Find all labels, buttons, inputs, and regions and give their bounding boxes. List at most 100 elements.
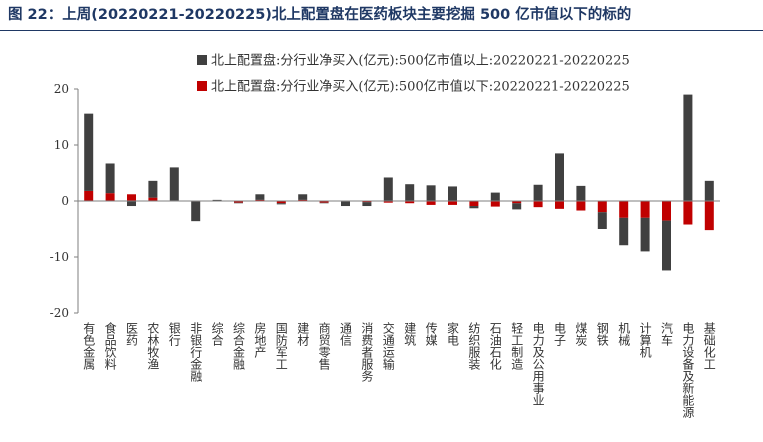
category-label: 国防军工 <box>274 322 288 370</box>
category-label: 银行 <box>167 322 181 346</box>
category-label: 钢铁 <box>595 322 609 346</box>
category-label: 医药 <box>125 322 139 346</box>
bar-below-500 <box>105 193 115 201</box>
category-label: 建筑 <box>403 322 417 346</box>
title-rule <box>0 30 763 31</box>
bar-below-500 <box>276 201 286 204</box>
y-tick-label: 20 <box>54 82 69 96</box>
category-label: 汽车 <box>660 321 674 347</box>
bar-above-500 <box>298 194 308 200</box>
category-label: 家电 <box>446 321 460 346</box>
bar-above-500 <box>127 201 136 207</box>
category-label: 电子 <box>553 322 567 346</box>
y-axis: 20 10 0 -10 -20 <box>50 82 79 320</box>
chart-legend: 北上配置盘:分行业净买入(亿元):500亿市值以上:20220221-20220… <box>197 53 630 95</box>
category-label: 电力设备及新能源 <box>681 322 695 419</box>
bar-above-500 <box>704 180 714 201</box>
bar-above-500 <box>169 167 179 201</box>
category-label: 煤炭 <box>574 322 588 347</box>
bar-below-500 <box>490 201 500 207</box>
bar-above-500 <box>255 194 265 200</box>
bar-below-500 <box>383 201 393 203</box>
category-label: 交通运输 <box>381 321 395 371</box>
bar-above-500 <box>533 184 543 201</box>
category-label: 综合 <box>210 322 224 346</box>
bar-below-500 <box>512 201 522 204</box>
bar-below-500 <box>662 201 671 221</box>
bar-below-500 <box>533 201 543 208</box>
y-tick-label: 10 <box>54 138 69 152</box>
bar-above-500 <box>405 184 415 201</box>
bar-below-500 <box>362 201 372 203</box>
legend-label-above-500: 北上配置盘:分行业净买入(亿元):500亿市值以上:20220221-20220… <box>211 53 630 69</box>
category-label: 消费者服务 <box>360 322 374 382</box>
bar-below-500 <box>683 201 693 225</box>
bar-below-500 <box>298 199 308 201</box>
bar-above-500 <box>383 177 393 201</box>
bar-above-500 <box>276 203 286 205</box>
bar-below-500 <box>319 201 329 203</box>
bar-above-500 <box>362 202 372 207</box>
category-label: 电力及公用事业 <box>531 322 545 406</box>
bar-below-500 <box>555 201 564 209</box>
bar-below-500 <box>426 201 436 205</box>
bars-group <box>84 94 714 271</box>
y-tick-label: -20 <box>50 306 69 320</box>
legend-swatch-above-500 <box>197 55 207 65</box>
bar-above-500 <box>490 192 500 201</box>
bar-above-500 <box>597 212 607 229</box>
bar-below-500 <box>84 190 94 201</box>
bar-below-500 <box>704 201 714 231</box>
bar-above-500 <box>84 113 94 191</box>
bar-above-500 <box>619 217 629 246</box>
bar-above-500 <box>212 199 222 201</box>
bar-below-500 <box>234 201 243 203</box>
bar-above-500 <box>512 203 522 210</box>
category-label: 农林牧渔 <box>146 322 160 370</box>
y-tick-label: 0 <box>61 194 69 208</box>
bar-above-500 <box>341 201 350 207</box>
category-label: 纺织服装 <box>467 322 481 371</box>
bar-above-500 <box>469 206 479 209</box>
bar-below-500 <box>597 201 607 213</box>
category-label: 有色金属 <box>82 322 96 371</box>
category-label: 食品饮料 <box>103 321 117 370</box>
category-label: 房地产 <box>253 321 267 359</box>
category-label: 综合金融 <box>232 322 246 371</box>
category-label: 机械 <box>617 322 631 346</box>
bar-above-500 <box>576 185 586 201</box>
figure-title: 图 22：上周(20220221-20220225)北上配置盘在医药板块主要挖掘… <box>8 7 632 23</box>
bar-below-500 <box>576 201 586 211</box>
bar-above-500 <box>555 153 564 201</box>
bar-below-500 <box>619 201 629 218</box>
bar-above-500 <box>319 202 329 204</box>
category-label: 非银行金融 <box>189 322 203 383</box>
bar-below-500 <box>255 199 265 201</box>
bar-above-500 <box>148 180 158 198</box>
category-label: 商贸零售 <box>317 321 331 370</box>
category-labels: 有色金属 食品饮料 医药 农林牧渔 银行 非银行金融 综合 综合金融 房地产 国防军工 建材 商贸零售… <box>82 321 717 419</box>
category-label: 计算机 <box>638 322 652 358</box>
category-label: 通信 <box>339 322 353 347</box>
bar-above-500 <box>640 217 650 252</box>
legend-swatch-below-500 <box>197 81 207 91</box>
bar-below-500 <box>148 197 158 201</box>
bar-below-500 <box>127 194 136 201</box>
category-label: 轻工制造 <box>510 322 524 370</box>
category-label: 基础化工 <box>702 322 716 370</box>
bar-above-500 <box>191 201 201 222</box>
category-label: 建材 <box>296 322 310 346</box>
bar-below-500 <box>448 201 457 205</box>
bar-above-500 <box>426 185 436 201</box>
bar-above-500 <box>662 220 671 271</box>
legend-label-below-500: 北上配置盘:分行业净买入(亿元):500亿市值以下:20220221-20220… <box>211 79 630 95</box>
bar-above-500 <box>234 202 243 204</box>
category-label: 石油石化 <box>488 322 502 371</box>
bar-above-500 <box>105 163 115 194</box>
category-label: 传媒 <box>424 321 438 346</box>
bar-below-500 <box>469 201 479 207</box>
y-tick-label: -10 <box>50 250 69 264</box>
bar-below-500 <box>640 201 650 218</box>
bar-below-500 <box>405 201 415 204</box>
